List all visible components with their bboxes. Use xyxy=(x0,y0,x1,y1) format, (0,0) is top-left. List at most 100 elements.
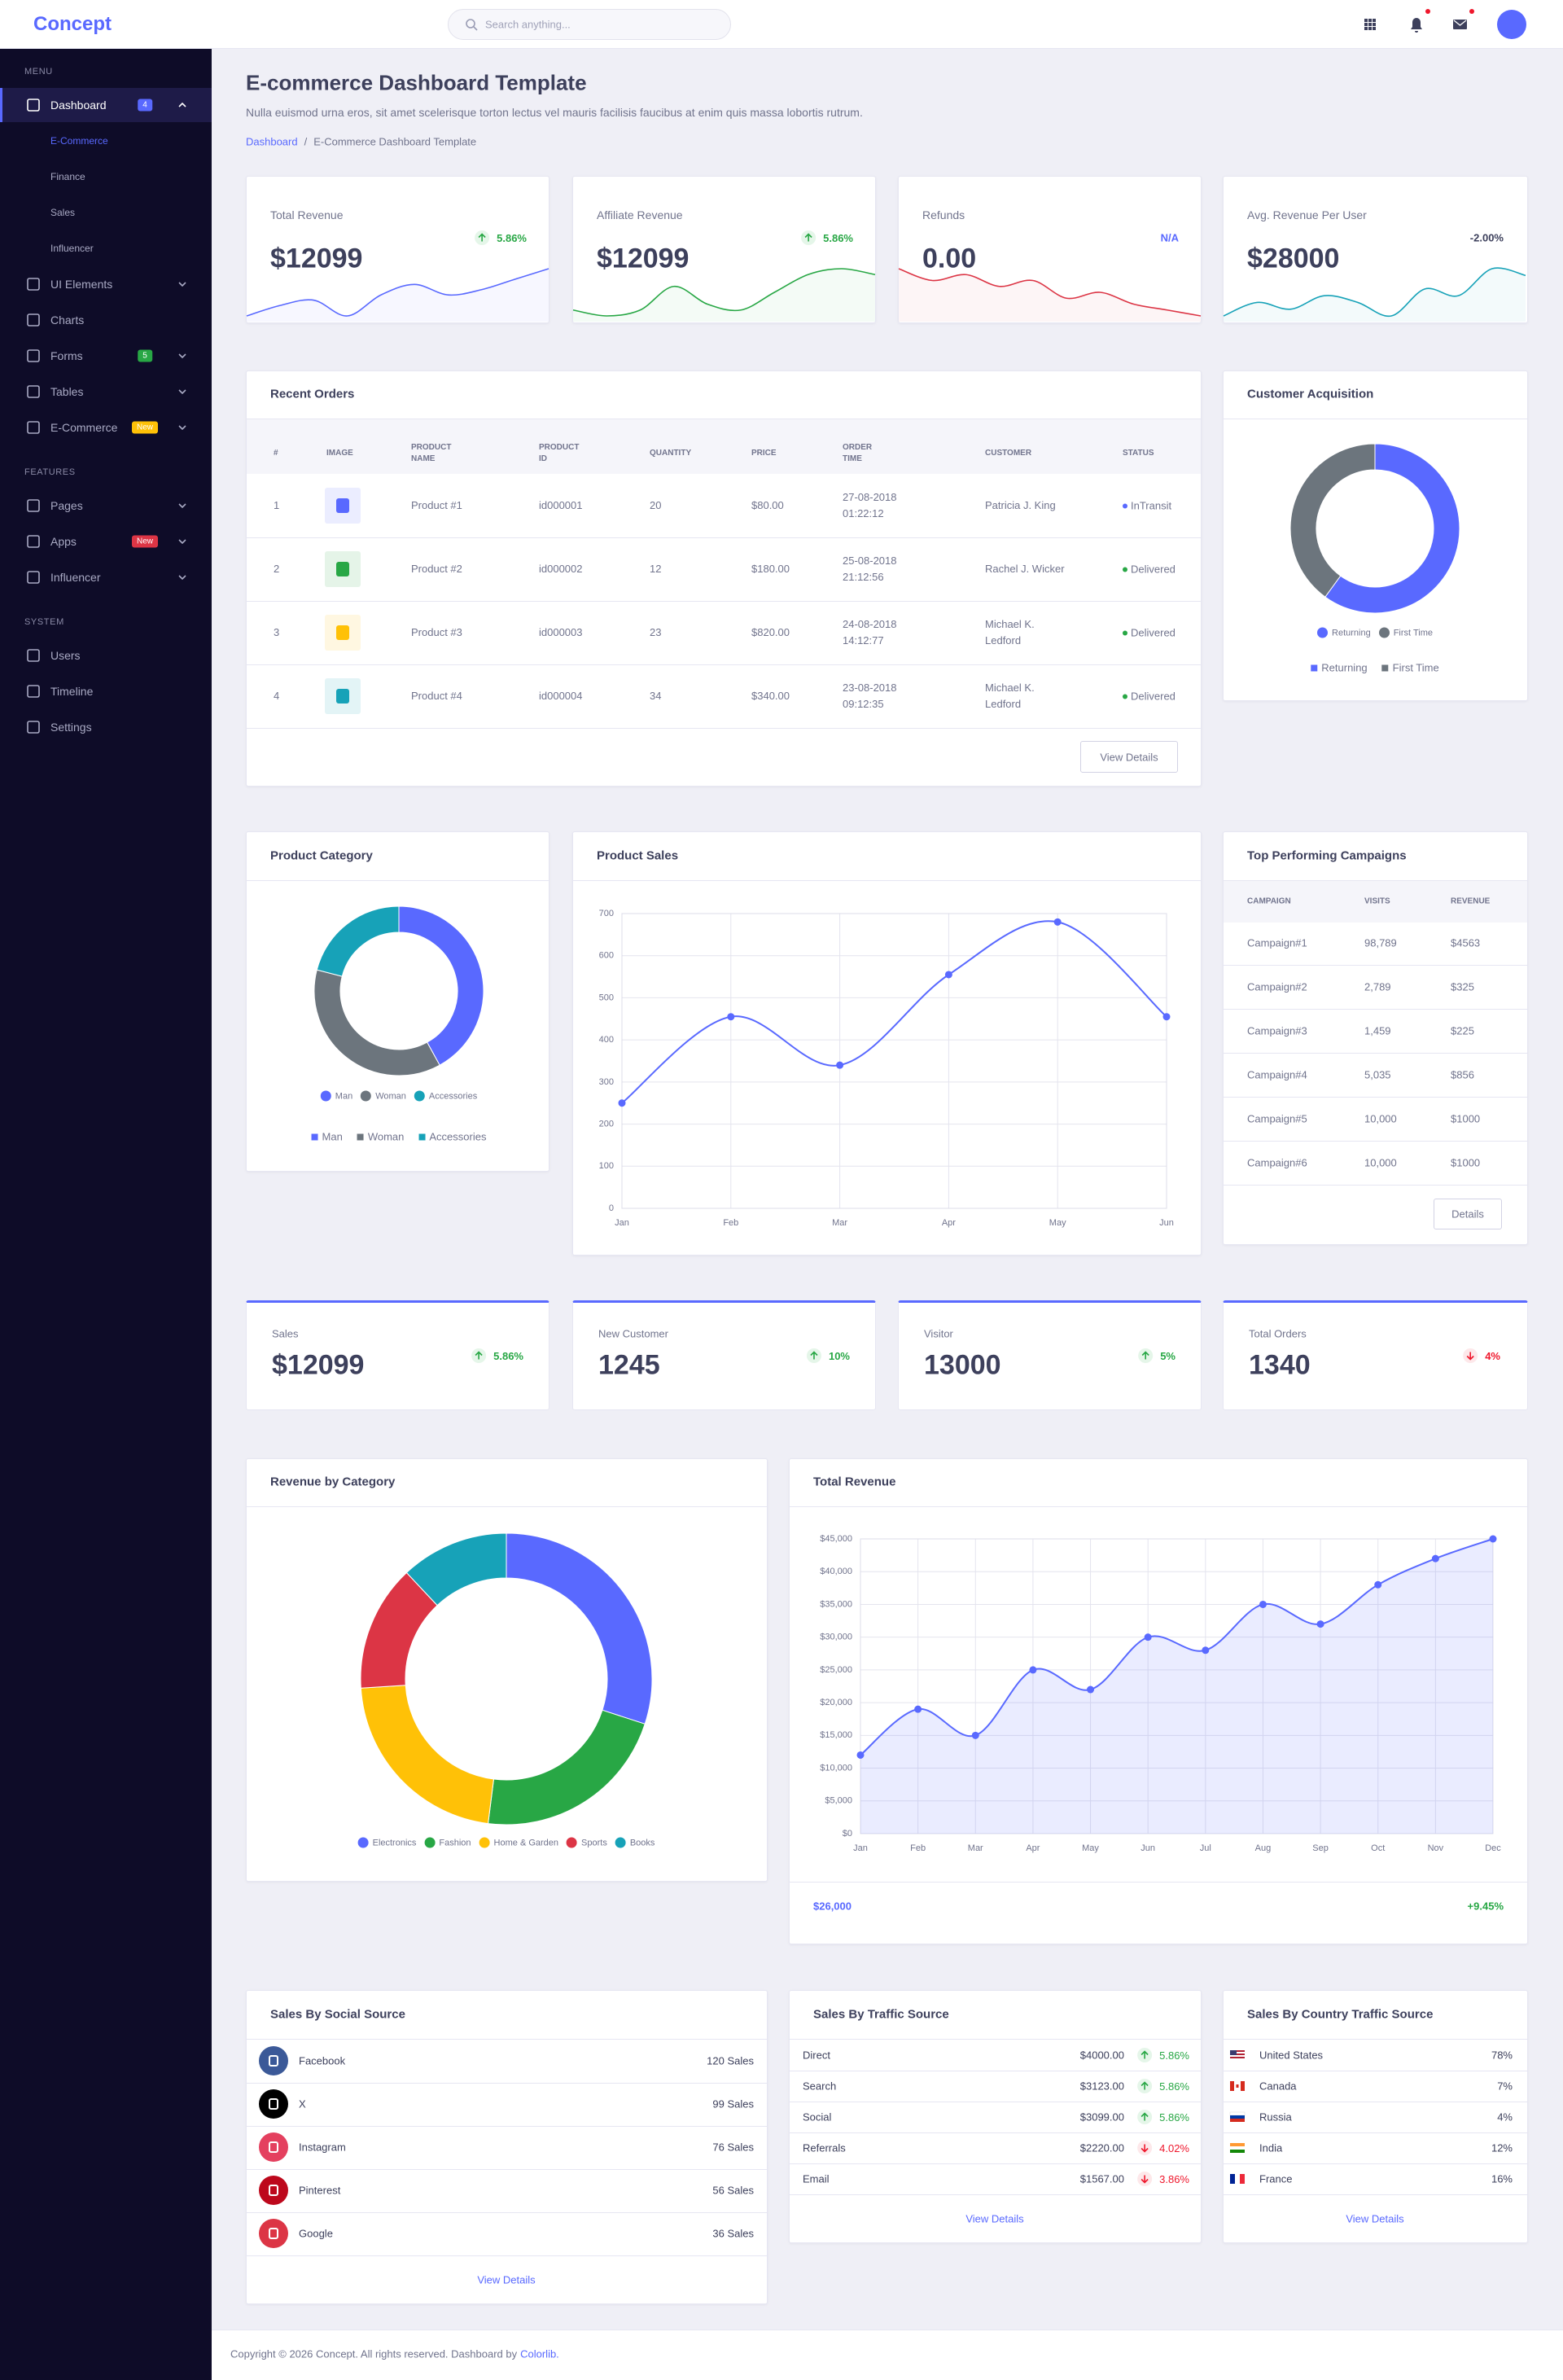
product-image-bg xyxy=(325,678,361,714)
legend: Returning First Time xyxy=(1317,627,1433,638)
sidebar-subitem[interactable]: E-Commerce xyxy=(50,135,108,147)
sidebar-item[interactable]: Apps xyxy=(50,535,77,548)
sidebar-item[interactable]: Charts xyxy=(50,313,85,327)
stat-label: Total Revenue xyxy=(270,208,344,221)
table-cell: Campaign#6 xyxy=(1247,1156,1307,1169)
country-share: 16% xyxy=(1491,2172,1513,2185)
change-value: 5.86% xyxy=(823,231,853,244)
trend-arrow xyxy=(475,230,490,245)
divider xyxy=(1224,1141,1527,1142)
button-label[interactable]: View Details xyxy=(1100,751,1158,763)
sidebar-item[interactable]: Forms xyxy=(50,349,83,362)
view-details-link[interactable]: View Details xyxy=(477,2273,536,2286)
legend-label: Books xyxy=(629,1838,655,1847)
social-name: Pinterest xyxy=(299,2184,341,2197)
legend-item: Woman xyxy=(361,1090,406,1102)
divider xyxy=(246,1506,768,1507)
sidebar-item[interactable]: Dashboard xyxy=(50,99,107,112)
badge: New xyxy=(131,535,159,548)
search-box[interactable] xyxy=(448,9,731,40)
divider xyxy=(247,664,1201,665)
divider xyxy=(1224,1097,1527,1098)
legend-label: Returning xyxy=(1332,628,1371,638)
sidebar-item[interactable]: E-Commerce xyxy=(50,421,118,434)
footer-link[interactable]: Colorlib. xyxy=(520,2347,559,2360)
table-cell: Campaign#1 xyxy=(1247,936,1307,949)
table-cell: Michael K. Ledford xyxy=(985,618,1035,647)
sidebar-item[interactable]: Users xyxy=(50,649,81,662)
legend-marker xyxy=(1378,627,1390,638)
badge: New xyxy=(131,421,159,434)
sidebar-item[interactable]: Pages xyxy=(50,499,83,512)
trend-arrow xyxy=(1463,1348,1478,1363)
table-cell: 12 xyxy=(650,563,662,575)
legend-item: Man xyxy=(311,1130,343,1143)
legend-item: Man xyxy=(320,1090,353,1102)
sidebar-item[interactable]: Timeline xyxy=(50,685,94,698)
sidebar-item[interactable]: UI Elements xyxy=(50,278,113,291)
sidebar-item[interactable]: Settings xyxy=(50,721,92,734)
legend-label: Man xyxy=(322,1130,343,1143)
breadcrumb-current: E-Commerce Dashboard Template xyxy=(313,135,477,148)
status-text: Delivered xyxy=(1131,626,1176,639)
stat-label: Affiliate Revenue xyxy=(597,208,683,221)
footer-change: +9.45% xyxy=(1467,1900,1504,1913)
traffic-amount: $3099.00 xyxy=(1079,2110,1124,2124)
stat-value: 0.00 xyxy=(922,243,977,274)
change-indicator: 5.86% xyxy=(474,230,527,246)
legend-item: Woman xyxy=(357,1131,404,1143)
legend-marker xyxy=(418,1133,426,1140)
change-indicator: 10% xyxy=(806,1348,850,1364)
social-sales: 99 Sales xyxy=(712,2097,754,2110)
legend-label: Man xyxy=(335,1091,353,1101)
table-cell: 2,789 xyxy=(1364,980,1391,993)
legend-marker xyxy=(311,1133,318,1140)
details-button[interactable] xyxy=(1434,1199,1502,1229)
divider xyxy=(789,1506,1528,1507)
country-share: 12% xyxy=(1491,2141,1513,2154)
country-card xyxy=(1223,1990,1528,2243)
traffic-card xyxy=(789,1990,1202,2243)
table-cell: id000001 xyxy=(539,499,583,511)
breadcrumb-link[interactable]: Dashboard xyxy=(246,135,298,148)
sidebar-item[interactable]: Influencer xyxy=(50,571,101,584)
country-share: 78% xyxy=(1491,2049,1513,2062)
footer-text: Copyright © 2026 Concept. All rights res… xyxy=(230,2348,559,2360)
change-indicator: 3.86% xyxy=(1136,2171,1189,2187)
table-cell: 3 xyxy=(274,626,280,638)
column-header: # xyxy=(274,449,278,458)
social-card xyxy=(246,1990,768,2304)
arrow xyxy=(1141,1351,1149,1360)
logo[interactable]: Concept xyxy=(33,13,112,35)
column-header: STATUS xyxy=(1123,449,1154,458)
view-details-link[interactable]: View Details xyxy=(965,2212,1024,2225)
product-category-card xyxy=(246,831,549,1172)
sidebar-item[interactable]: Tables xyxy=(50,385,84,398)
country-name: United States xyxy=(1259,2049,1324,2062)
trend-arrow xyxy=(806,1348,821,1363)
sidebar-subitem[interactable]: Finance xyxy=(50,171,85,182)
avatar-initials[interactable]: JA xyxy=(1504,18,1519,31)
change-indicator: -2.00% xyxy=(1470,232,1504,244)
legend-marker xyxy=(357,1133,364,1140)
divider xyxy=(1223,2039,1528,2040)
order-status: Delivered xyxy=(1123,627,1176,639)
button-label[interactable]: Details xyxy=(1451,1208,1484,1221)
legend-item: Sports xyxy=(567,1837,607,1848)
trend-arrow xyxy=(801,230,817,245)
legend: Electronics Fashion Home & Garden Sports Boo… xyxy=(357,1837,655,1848)
sidebar-subitem[interactable]: Sales xyxy=(50,207,76,218)
status-dot xyxy=(1123,694,1127,699)
change-indicator: N/A xyxy=(1161,232,1179,244)
view-details-link[interactable]: View Details xyxy=(1346,2212,1404,2225)
legend-item: Returning xyxy=(1317,627,1371,638)
sidebar-subitem[interactable]: Influencer xyxy=(50,243,94,254)
view-details-button[interactable] xyxy=(1080,741,1178,773)
metric-label: Total Orders xyxy=(1249,1327,1307,1340)
column-header: ORDER TIME xyxy=(843,443,873,463)
divider xyxy=(1224,1185,1527,1186)
table-cell: 1 xyxy=(274,499,280,511)
traffic-amount: $3123.00 xyxy=(1079,2080,1124,2093)
metric-value: 1245 xyxy=(598,1349,660,1381)
table-cell: id000002 xyxy=(539,563,583,575)
